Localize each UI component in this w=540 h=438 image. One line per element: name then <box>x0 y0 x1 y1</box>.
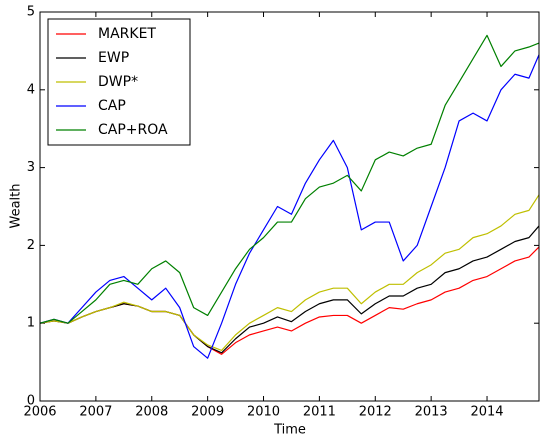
x-tick-label: 2010 <box>247 405 280 420</box>
legend-label: DWP* <box>98 74 138 90</box>
legend-box <box>47 18 191 146</box>
x-tick-label: 2013 <box>415 405 448 420</box>
x-tick-label: 2009 <box>191 405 224 420</box>
series-line <box>39 225 540 354</box>
y-axis-label: Wealth <box>9 183 24 228</box>
legend-label: MARKET <box>98 26 156 42</box>
legend-label: EWP <box>98 50 129 66</box>
y-tick-label: 5 <box>27 5 35 20</box>
y-tick-label: 0 <box>27 394 35 409</box>
plot-frame <box>39 11 540 402</box>
y-tick-label: 4 <box>27 82 35 97</box>
series-line <box>39 54 540 359</box>
x-axis-label: Time <box>273 423 306 438</box>
y-tick-label: 1 <box>27 316 35 331</box>
x-tick-label: 2008 <box>135 405 168 420</box>
legend-label: CAP+ROA <box>98 122 168 138</box>
x-tick-label: 2012 <box>359 405 392 420</box>
series-line <box>39 246 540 355</box>
series-line <box>39 194 540 352</box>
series-line <box>39 34 540 324</box>
legend-label: CAP <box>98 98 126 114</box>
x-tick-label: 2011 <box>303 405 336 420</box>
x-tick-label: 2014 <box>470 405 503 420</box>
y-tick-label: 2 <box>27 238 35 253</box>
x-tick-label: 2006 <box>23 405 56 420</box>
y-tick-label: 3 <box>27 160 35 175</box>
x-tick-label: 2007 <box>79 405 112 420</box>
